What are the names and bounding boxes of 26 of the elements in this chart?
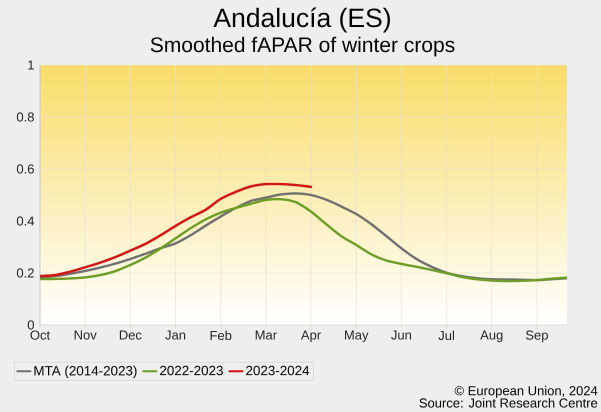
x-tick-label: Nov [74, 330, 97, 340]
x-tick-label: Apr [300, 330, 321, 342]
x-tick-label: Jun [391, 330, 412, 340]
x-tick-label: Jan [165, 330, 186, 340]
text: © European Union, 2024 [454, 386, 598, 398]
x-tick-label: May [344, 330, 368, 342]
y-tick-label: 1 [28, 60, 34, 70]
line-series [40, 182, 312, 278]
chart-subtitle: Smoothed fAPAR of winter crops [150, 36, 454, 56]
x-tick-label: Sep [526, 330, 548, 342]
x-tick-label: Oct [30, 330, 50, 340]
legend-label: MTA (2014-2023) [34, 366, 137, 378]
y-tick-label: 0 [28, 320, 34, 330]
x-tick-label: Jul [438, 330, 454, 340]
y-tick-label: 0.4 [16, 216, 34, 226]
legend-label: 2022-2023 [160, 366, 223, 376]
y-tick-label: 0.2 [16, 268, 34, 278]
x-tick-label: Aug [480, 330, 502, 342]
source-note: Source: Joint Research Centre [419, 398, 598, 408]
y-tick-label: 0.8 [16, 112, 34, 122]
y-tick-label: 0.6 [16, 164, 34, 174]
x-tick-label: Feb [210, 330, 232, 340]
x-tick-label: Mar [256, 330, 277, 340]
chart-title: Andalucía (ES) [213, 7, 390, 32]
legend-label: 2023-2024 [246, 366, 310, 376]
x-tick-label: Dec [120, 330, 142, 340]
